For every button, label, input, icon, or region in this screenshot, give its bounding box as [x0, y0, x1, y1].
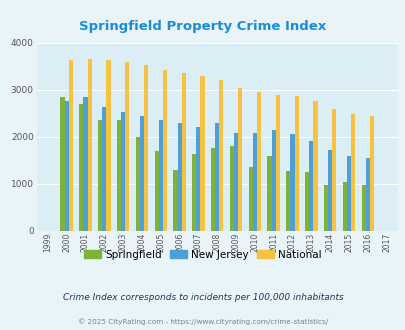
Bar: [144, 65, 148, 231]
Bar: [68, 60, 72, 231]
Bar: [294, 96, 298, 231]
Bar: [173, 170, 177, 231]
Bar: [121, 112, 125, 231]
Text: © 2025 CityRating.com - https://www.cityrating.com/crime-statistics/: © 2025 CityRating.com - https://www.city…: [78, 318, 327, 325]
Bar: [196, 127, 200, 231]
Bar: [290, 134, 294, 231]
Bar: [117, 120, 121, 231]
Bar: [181, 73, 185, 231]
Bar: [323, 185, 327, 231]
Bar: [229, 146, 233, 231]
Bar: [211, 148, 215, 231]
Bar: [98, 120, 102, 231]
Bar: [219, 80, 223, 231]
Text: Crime Index corresponds to incidents per 100,000 inhabitants: Crime Index corresponds to incidents per…: [62, 292, 343, 302]
Bar: [369, 116, 373, 231]
Bar: [64, 101, 68, 231]
Bar: [327, 149, 331, 231]
Bar: [248, 167, 252, 231]
Bar: [83, 97, 87, 231]
Bar: [158, 120, 162, 231]
Bar: [275, 95, 279, 231]
Bar: [267, 156, 271, 231]
Bar: [350, 114, 354, 231]
Bar: [304, 172, 309, 231]
Bar: [87, 59, 92, 231]
Bar: [331, 109, 335, 231]
Bar: [215, 123, 219, 231]
Bar: [192, 154, 196, 231]
Bar: [361, 185, 365, 231]
Bar: [313, 101, 317, 231]
Bar: [106, 60, 110, 231]
Bar: [60, 97, 64, 231]
Bar: [102, 107, 106, 231]
Bar: [237, 88, 242, 231]
Bar: [346, 156, 350, 231]
Bar: [271, 130, 275, 231]
Bar: [139, 116, 144, 231]
Bar: [162, 70, 166, 231]
Bar: [154, 151, 158, 231]
Bar: [125, 62, 129, 231]
Bar: [256, 92, 260, 231]
Bar: [200, 76, 204, 231]
Legend: Springfield, New Jersey, National: Springfield, New Jersey, National: [80, 246, 325, 264]
Bar: [233, 133, 237, 231]
Text: Springfield Property Crime Index: Springfield Property Crime Index: [79, 20, 326, 33]
Bar: [342, 182, 346, 231]
Bar: [252, 133, 256, 231]
Bar: [177, 123, 181, 231]
Bar: [135, 137, 139, 231]
Bar: [79, 104, 83, 231]
Bar: [365, 158, 369, 231]
Bar: [309, 141, 313, 231]
Bar: [286, 171, 290, 231]
